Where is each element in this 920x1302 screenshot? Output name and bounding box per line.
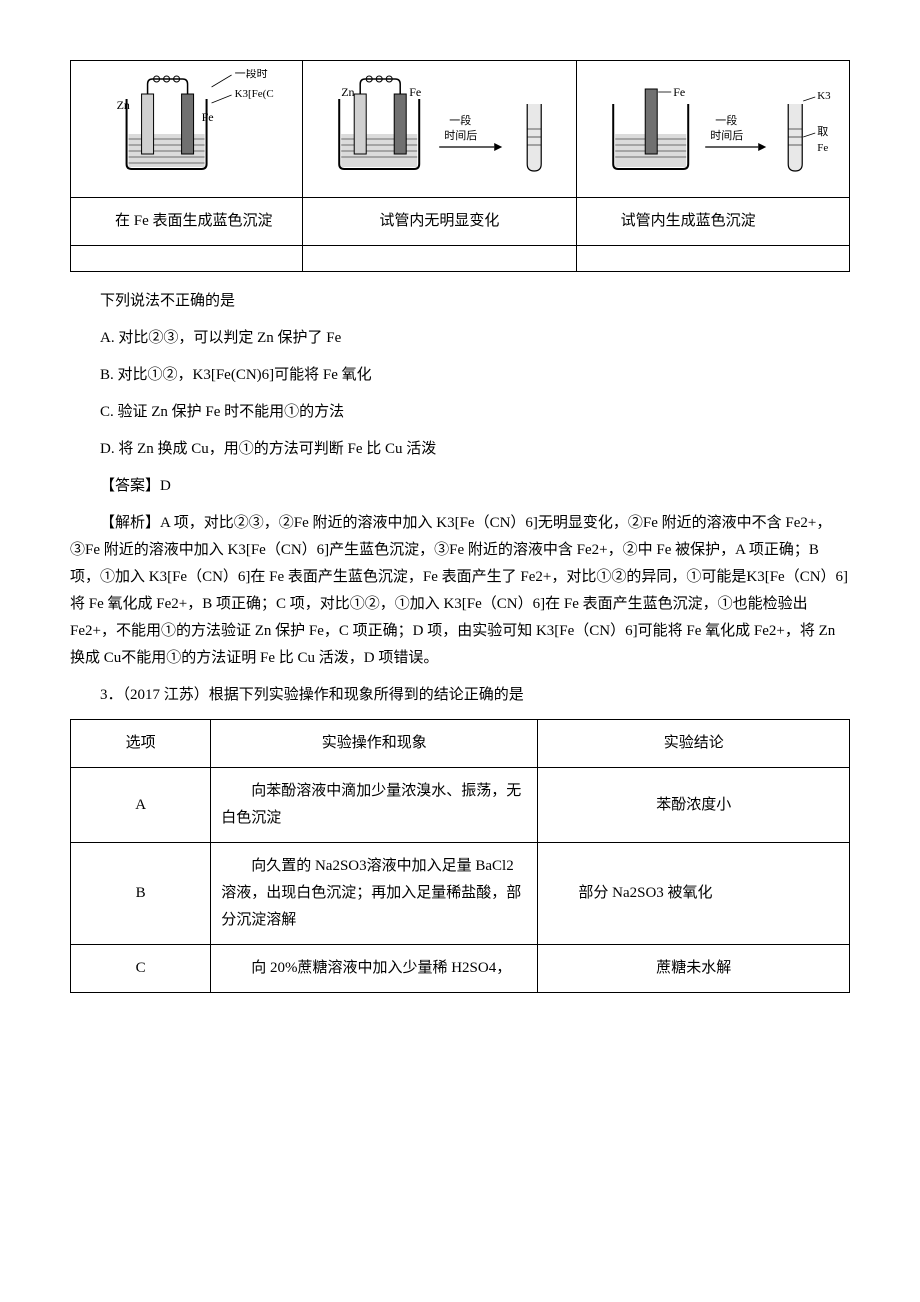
table-row: A 向苯酚溶液中滴加少量浓溴水、振荡，无白色沉淀 苯酚浓度小 bbox=[71, 768, 850, 843]
experiment-table: Zn Fe 一段时 K3[Fe(C bbox=[70, 60, 850, 272]
side-3: Fe bbox=[817, 142, 828, 154]
side-1: K3 bbox=[817, 90, 831, 102]
q3-c-opt: C bbox=[71, 945, 211, 993]
result-1: 在 Fe 表面生成蓝色沉淀 bbox=[71, 198, 303, 246]
result-row: 在 Fe 表面生成蓝色沉淀 试管内无明显变化 试管内生成蓝色沉淀 bbox=[71, 198, 850, 246]
q3-b-opt: B bbox=[71, 843, 211, 945]
option-d: D. 将 Zn 换成 Cu，用①的方法可判断 Fe 比 Cu 活泼 bbox=[70, 436, 850, 463]
diagram-cell-1: Zn Fe 一段时 K3[Fe(C bbox=[71, 61, 303, 198]
fe-label: Fe bbox=[202, 110, 214, 124]
q3-table: 选项 实验操作和现象 实验结论 A 向苯酚溶液中滴加少量浓溴水、振荡，无白色沉淀… bbox=[70, 719, 850, 993]
text-1: 一段 bbox=[449, 113, 471, 127]
q3-h2: 实验操作和现象 bbox=[211, 720, 538, 768]
apparatus-diagram-3: Fe 一段 时间后 K3 取 Fe bbox=[589, 69, 837, 179]
table-row: C 向 20%蔗糖溶液中加入少量稀 H2SO4， 蔗糖未水解 bbox=[71, 945, 850, 993]
question-stem: 下列说法不正确的是 bbox=[70, 288, 850, 315]
diagram-row: Zn Fe 一段时 K3[Fe(C bbox=[71, 61, 850, 198]
empty-1 bbox=[71, 246, 303, 272]
q3-header-row: 选项 实验操作和现象 实验结论 bbox=[71, 720, 850, 768]
zn-label: Zn bbox=[117, 98, 130, 112]
diagram-cell-2: Zn Fe 一段 时间后 bbox=[303, 61, 576, 198]
text-2: 时间后 bbox=[444, 129, 477, 142]
q3-b-con: 部分 Na2SO3 被氧化 bbox=[538, 843, 850, 945]
option-b: B. 对比①②，K3[Fe(CN)6]可能将 Fe 氧化 bbox=[70, 362, 850, 389]
q3-a-op: 向苯酚溶液中滴加少量浓溴水、振荡，无白色沉淀 bbox=[211, 768, 538, 843]
q3-a-opt: A bbox=[71, 768, 211, 843]
side-2: 取 bbox=[817, 125, 828, 138]
q3-stem: 3．（2017 江苏）根据下列实验操作和现象所得到的结论正确的是 bbox=[70, 682, 850, 709]
q3-h1: 选项 bbox=[71, 720, 211, 768]
apparatus-diagram-2: Zn Fe 一段 时间后 bbox=[315, 69, 563, 179]
zn-label-2: Zn bbox=[341, 85, 354, 99]
fe-label-3: Fe bbox=[673, 85, 685, 99]
q3-a-con: 苯酚浓度小 bbox=[538, 768, 850, 843]
q3-c-op: 向 20%蔗糖溶液中加入少量稀 H2SO4， bbox=[211, 945, 538, 993]
apparatus-diagram-1: Zn Fe 一段时 K3[Fe(C bbox=[83, 69, 290, 179]
option-a: A. 对比②③，可以判定 Zn 保护了 Fe bbox=[70, 325, 850, 352]
q3-b-op: 向久置的 Na2SO3溶液中加入足量 BaCl2溶液，出现白色沉淀；再加入足量稀… bbox=[211, 843, 538, 945]
explanation: 【解析】A 项，对比②③，②Fe 附近的溶液中加入 K3[Fe（CN）6]无明显… bbox=[70, 510, 850, 672]
text-1b: 一段 bbox=[715, 113, 737, 127]
empty-3 bbox=[576, 246, 849, 272]
answer: 【答案】D bbox=[70, 473, 850, 500]
q3-h3: 实验结论 bbox=[538, 720, 850, 768]
text-2b: 时间后 bbox=[710, 129, 743, 142]
top-text-2: K3[Fe(C bbox=[235, 88, 274, 100]
empty-row bbox=[71, 246, 850, 272]
diagram-cell-3: Fe 一段 时间后 K3 取 Fe bbox=[576, 61, 849, 198]
table-row: B 向久置的 Na2SO3溶液中加入足量 BaCl2溶液，出现白色沉淀；再加入足… bbox=[71, 843, 850, 945]
top-text-1: 一段时 bbox=[235, 69, 268, 80]
empty-2 bbox=[303, 246, 576, 272]
fe-label-2: Fe bbox=[409, 85, 421, 99]
result-2: 试管内无明显变化 bbox=[303, 198, 576, 246]
result-3: 试管内生成蓝色沉淀 bbox=[576, 198, 849, 246]
option-c: C. 验证 Zn 保护 Fe 时不能用①的方法 bbox=[70, 399, 850, 426]
q3-c-con: 蔗糖未水解 bbox=[538, 945, 850, 993]
